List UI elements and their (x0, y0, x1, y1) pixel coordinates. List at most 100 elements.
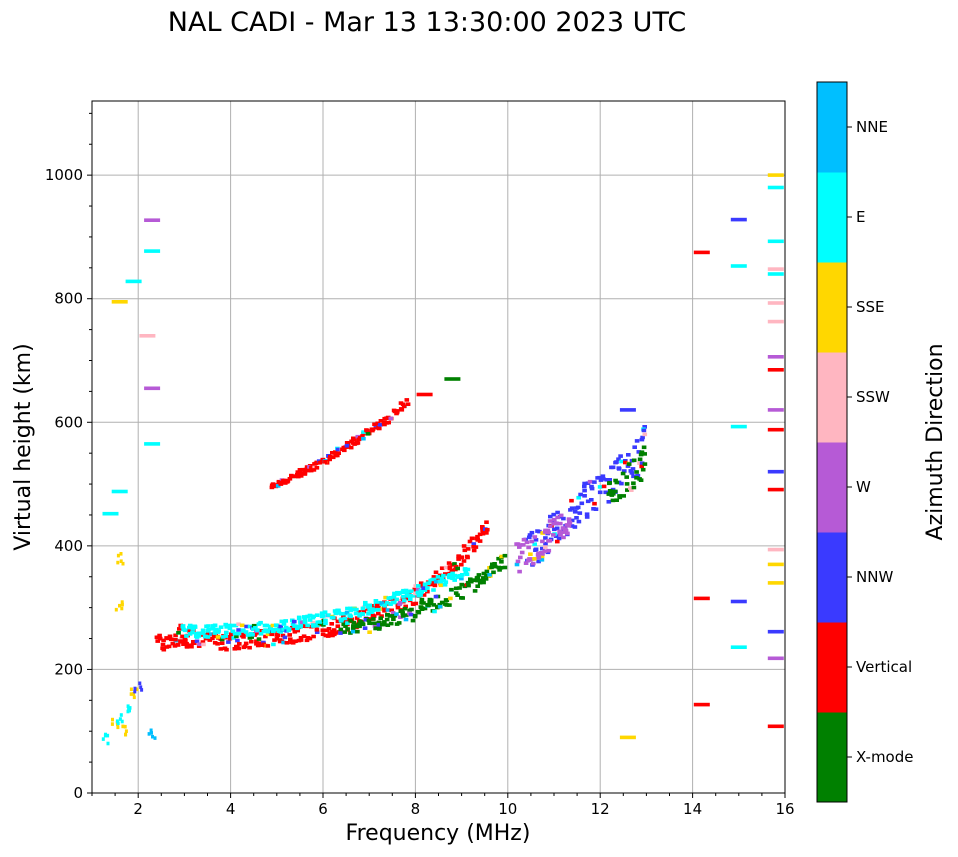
echo-mark (636, 450, 642, 454)
echo-mark (455, 593, 460, 597)
echo-mark (144, 386, 161, 391)
echo-mark (616, 457, 621, 461)
echo-mark (601, 477, 606, 481)
echo-mark (642, 432, 648, 437)
echo-mark (443, 580, 449, 584)
echo-mark (597, 490, 603, 495)
echo-mark (403, 604, 408, 609)
echo-mark (547, 519, 553, 523)
echo-mark (399, 609, 405, 613)
echo-mark (569, 518, 575, 523)
echo-mark (450, 571, 455, 576)
echo-mark (191, 640, 196, 644)
echo-mark (640, 435, 645, 440)
echo-mark (356, 437, 362, 442)
echo-mark (465, 547, 471, 551)
echo-mark (499, 554, 504, 559)
echo-mark (502, 553, 508, 558)
echo-mark (313, 461, 319, 466)
echo-mark (196, 631, 202, 636)
colorbar-tick-label: SSE (856, 298, 885, 316)
echo-mark (377, 627, 382, 631)
echo-mark (592, 501, 597, 506)
echo-mark (452, 573, 458, 578)
echo-mark (607, 489, 613, 493)
echo-mark (597, 485, 603, 489)
echo-mark (302, 615, 307, 619)
echo-mark (480, 528, 485, 533)
echo-mark (628, 486, 633, 490)
echo-mark (461, 559, 467, 563)
echo-mark (384, 416, 389, 420)
echo-mark (272, 628, 277, 632)
echo-mark (499, 560, 504, 564)
echo-mark (767, 173, 784, 177)
echo-mark (421, 586, 426, 590)
echo-mark (554, 521, 559, 525)
echo-mark (592, 480, 597, 484)
echo-mark (366, 612, 371, 616)
echo-mark (396, 621, 402, 625)
echo-mark (452, 578, 457, 582)
echo-mark (295, 626, 300, 631)
echo-mark (457, 586, 462, 590)
echo-mark (610, 498, 616, 503)
echo-mark (400, 590, 405, 595)
echo-mark (566, 524, 572, 528)
echo-mark (196, 644, 202, 648)
echo-mark (341, 622, 346, 627)
echo-mark (533, 538, 539, 542)
echo-mark (210, 627, 216, 631)
echo-mark (366, 618, 372, 623)
echo-mark (730, 424, 747, 429)
echo-mark (196, 634, 202, 638)
echo-mark (118, 603, 121, 608)
echo-mark (475, 584, 480, 588)
echo-mark (767, 562, 784, 567)
echo-mark (527, 533, 533, 537)
echo-mark (161, 638, 166, 643)
echo-mark (639, 464, 644, 469)
echo-mark (350, 627, 356, 631)
echo-mark (254, 639, 259, 643)
echo-mark (133, 689, 137, 694)
echo-mark (194, 639, 200, 644)
echo-mark (558, 533, 563, 537)
echo-mark (609, 493, 615, 497)
echo-mark (425, 602, 430, 607)
echo-mark (477, 539, 483, 543)
echo-mark (218, 647, 224, 651)
echo-mark (543, 536, 548, 540)
echo-mark (642, 425, 647, 429)
echo-mark (205, 635, 211, 639)
echo-mark (182, 628, 188, 633)
echo-mark (435, 575, 441, 579)
echo-mark (360, 606, 366, 611)
echo-mark (348, 445, 354, 450)
echo-mark (378, 419, 384, 423)
echo-mark (101, 737, 105, 741)
echo-mark (227, 623, 232, 628)
echo-mark (421, 593, 427, 597)
echo-mark (116, 560, 120, 565)
echo-mark (345, 627, 350, 631)
echo-mark (387, 614, 393, 618)
echo-mark (106, 741, 110, 746)
echo-mark (532, 557, 537, 561)
echo-mark (398, 615, 403, 619)
echo-mark (439, 576, 445, 581)
echo-mark (447, 573, 453, 577)
echo-mark (106, 733, 110, 738)
echo-mark (275, 484, 281, 488)
echo-mark (249, 635, 254, 639)
echo-mark (601, 484, 607, 489)
echo-mark (555, 515, 560, 520)
echo-mark (416, 392, 433, 397)
y-tick-label: 1000 (45, 166, 83, 184)
echo-mark (554, 526, 560, 531)
echo-mark (331, 616, 336, 620)
echo-mark (693, 702, 710, 707)
echo-mark (565, 531, 570, 536)
echo-mark (344, 443, 350, 448)
echo-mark (517, 543, 523, 547)
